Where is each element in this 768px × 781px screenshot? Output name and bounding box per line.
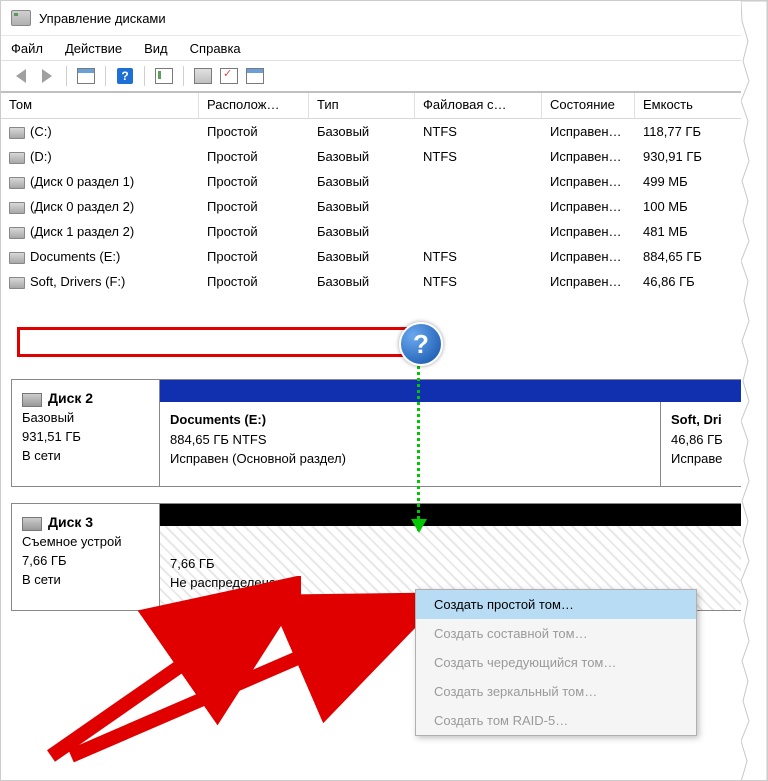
disk-icon [22, 393, 42, 407]
col-layout[interactable]: Располож… [199, 93, 309, 118]
col-fs[interactable]: Файловая с… [415, 93, 542, 118]
titlebar: Управление дисками [1, 1, 767, 36]
volume-list: Том Располож… Тип Файловая с… Состояние … [1, 92, 767, 294]
menu-create-spanned-volume: Создать составной том… [416, 619, 696, 648]
volume-row[interactable]: (Диск 0 раздел 2)ПростойБазовыйИсправен…… [1, 194, 767, 219]
window-title: Управление дисками [39, 11, 166, 26]
disk2-colorbar [160, 380, 756, 402]
help-button[interactable]: ? [115, 66, 135, 86]
drive-button[interactable] [193, 66, 213, 86]
forward-button[interactable] [37, 66, 57, 86]
col-volume[interactable]: Том [1, 93, 199, 118]
menu-action[interactable]: Действие [65, 41, 122, 56]
volume-row[interactable]: (C:)ПростойБазовыйNTFSИсправен…118,77 ГБ [1, 119, 767, 144]
disk-2-label[interactable]: Диск 2 Базовый 931,51 ГБ В сети [12, 380, 160, 486]
question-mark-icon: ? [399, 322, 443, 366]
volume-row[interactable]: (D:)ПростойБазовыйNTFSИсправен…930,91 ГБ [1, 144, 767, 169]
menu-create-mirrored-volume: Создать зеркальный том… [416, 677, 696, 706]
menu-create-raid5-volume: Создать том RAID-5… [416, 706, 696, 735]
options-button[interactable] [245, 66, 265, 86]
disk-2-row: Диск 2 Базовый 931,51 ГБ В сети Document… [11, 379, 757, 487]
back-button[interactable] [11, 66, 31, 86]
menu-create-striped-volume: Создать чередующийся том… [416, 648, 696, 677]
menu-help[interactable]: Справка [190, 41, 241, 56]
torn-edge [741, 1, 767, 781]
volume-row[interactable]: (Диск 0 раздел 1)ПростойБазовыйИсправен…… [1, 169, 767, 194]
list-view-button[interactable] [154, 66, 174, 86]
toolbar: ? [1, 60, 767, 92]
volume-row[interactable]: Soft, Drivers (F:)ПростойБазовыйNTFSИспр… [1, 269, 767, 294]
column-headers: Том Располож… Тип Файловая с… Состояние … [1, 93, 767, 119]
disk3-colorbar [160, 504, 756, 526]
partition-documents-e[interactable]: Documents (E:) 884,65 ГБ NTFS Исправен (… [160, 402, 660, 486]
disk-icon [22, 517, 42, 531]
green-arrow [417, 361, 420, 531]
menu-create-simple-volume[interactable]: Создать простой том… [416, 590, 696, 619]
disk-management-window: Управление дисками Файл Действие Вид Спр… [0, 0, 768, 781]
properties-button[interactable] [76, 66, 96, 86]
menubar: Файл Действие Вид Справка [1, 36, 767, 60]
col-capacity[interactable]: Емкость [635, 93, 755, 118]
menu-view[interactable]: Вид [144, 41, 168, 56]
highlight-box [17, 327, 417, 357]
col-type[interactable]: Тип [309, 93, 415, 118]
context-menu: Создать простой том… Создать составной т… [415, 589, 697, 736]
volume-row[interactable]: (Диск 1 раздел 2)ПростойБазовыйИсправен…… [1, 219, 767, 244]
app-icon [11, 10, 31, 26]
red-arrow-2 [61, 591, 431, 771]
volume-row[interactable]: Documents (E:)ПростойБазовыйNTFSИсправен… [1, 244, 767, 269]
menu-file[interactable]: Файл [11, 41, 43, 56]
col-status[interactable]: Состояние [542, 93, 635, 118]
check-button[interactable] [219, 66, 239, 86]
